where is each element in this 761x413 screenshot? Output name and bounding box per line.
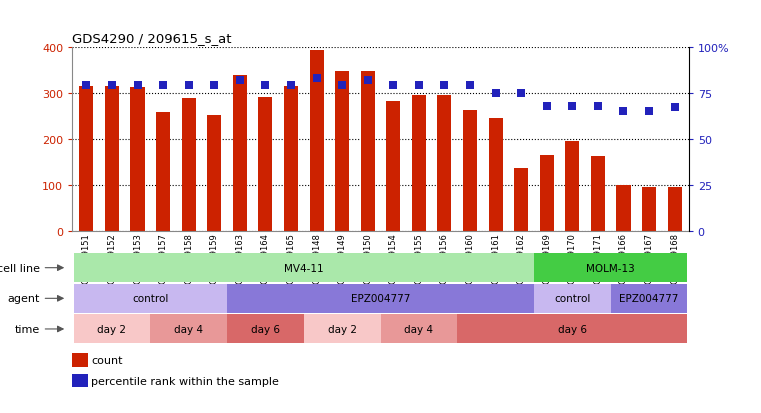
Bar (284, 87, 298, 231)
Bar (335, 71, 349, 231)
Bar (156, 113, 170, 231)
Point (361, 77, 374, 84)
Text: count: count (91, 355, 123, 365)
Bar (105, 87, 119, 231)
Point (412, 83, 425, 89)
Point (285, 83, 297, 89)
Text: EPZ004777: EPZ004777 (619, 294, 679, 304)
Bar (667, 187, 682, 231)
Point (106, 83, 118, 89)
Text: time: time (14, 324, 40, 334)
Text: MV4-11: MV4-11 (284, 263, 323, 273)
Bar (489, 118, 502, 231)
Point (438, 83, 451, 89)
Bar (361, 71, 374, 231)
Text: MOLM-13: MOLM-13 (586, 263, 635, 273)
Text: cell line: cell line (0, 263, 40, 273)
Bar (310, 51, 323, 231)
Text: day 6: day 6 (558, 324, 587, 334)
Bar (591, 157, 605, 231)
Bar (72, 354, 88, 367)
Bar (514, 169, 528, 231)
Bar (438, 95, 451, 231)
Point (209, 83, 221, 89)
Text: GDS4290 / 209615_s_at: GDS4290 / 209615_s_at (72, 32, 232, 45)
Bar (72, 374, 88, 387)
Text: control: control (554, 294, 591, 304)
Bar (565, 141, 579, 231)
Point (310, 76, 323, 82)
Point (260, 83, 272, 89)
Bar (79, 87, 94, 231)
Point (669, 105, 681, 112)
Bar (182, 99, 196, 231)
Text: day 2: day 2 (97, 324, 126, 334)
Bar (540, 156, 554, 231)
Bar (616, 185, 631, 231)
Text: percentile rank within the sample: percentile rank within the sample (91, 376, 279, 386)
Point (80, 83, 92, 89)
Point (157, 83, 169, 89)
Text: day 6: day 6 (251, 324, 280, 334)
Point (234, 77, 246, 84)
Text: day 2: day 2 (328, 324, 357, 334)
Point (617, 109, 629, 115)
Point (387, 83, 400, 89)
Text: control: control (132, 294, 168, 304)
Bar (130, 88, 145, 231)
Text: EPZ004777: EPZ004777 (351, 294, 410, 304)
Point (183, 83, 195, 89)
Bar (233, 76, 247, 231)
Point (643, 109, 655, 115)
Bar (463, 110, 477, 231)
Point (489, 90, 501, 97)
Bar (207, 116, 221, 231)
Bar (412, 96, 426, 231)
Point (515, 90, 527, 97)
Bar (259, 98, 272, 231)
Point (132, 83, 144, 89)
Point (540, 103, 552, 109)
Text: day 4: day 4 (174, 324, 203, 334)
Text: agent: agent (8, 294, 40, 304)
Point (336, 83, 349, 89)
Bar (642, 187, 656, 231)
Bar (387, 102, 400, 231)
Point (464, 83, 476, 89)
Point (566, 103, 578, 109)
Point (592, 103, 604, 109)
Text: day 4: day 4 (404, 324, 433, 334)
